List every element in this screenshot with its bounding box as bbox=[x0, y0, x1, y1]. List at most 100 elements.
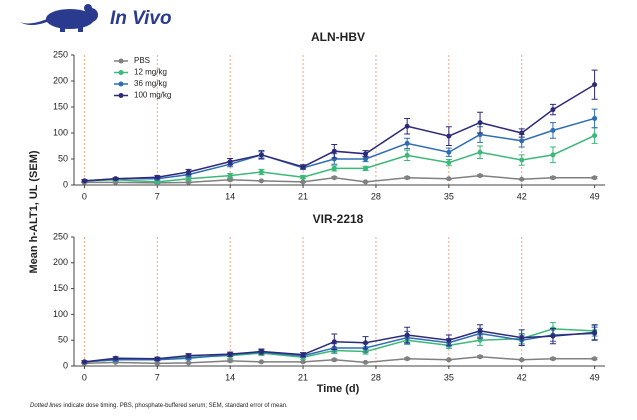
data-point bbox=[186, 360, 192, 366]
x-tick-label: 21 bbox=[298, 191, 308, 201]
data-point bbox=[550, 333, 556, 339]
data-point bbox=[477, 149, 483, 155]
y-tick-label: 100 bbox=[53, 127, 68, 137]
data-point bbox=[81, 178, 87, 184]
data-point bbox=[331, 148, 337, 154]
data-point bbox=[550, 127, 556, 133]
x-tick-label: 28 bbox=[371, 191, 381, 201]
data-point bbox=[446, 357, 452, 363]
data-point bbox=[258, 169, 264, 175]
data-point bbox=[592, 175, 598, 181]
data-point bbox=[592, 356, 598, 362]
series bbox=[81, 324, 598, 365]
data-point bbox=[331, 165, 337, 171]
y-tick-label: 100 bbox=[53, 309, 68, 319]
y-tick-label: 150 bbox=[53, 101, 68, 111]
data-point bbox=[186, 169, 192, 175]
data-point bbox=[81, 359, 87, 365]
data-point bbox=[404, 152, 410, 158]
data-point bbox=[404, 123, 410, 129]
data-point bbox=[227, 351, 233, 357]
data-point bbox=[363, 165, 369, 171]
y-tick-label: 200 bbox=[53, 257, 68, 267]
data-point bbox=[363, 179, 369, 185]
data-point bbox=[363, 156, 369, 162]
data-point bbox=[300, 352, 306, 358]
legend-marker bbox=[118, 81, 124, 87]
data-point bbox=[519, 335, 525, 341]
data-point bbox=[154, 360, 160, 366]
data-point bbox=[592, 115, 598, 121]
data-point bbox=[477, 173, 483, 179]
data-point bbox=[154, 174, 160, 180]
data-point bbox=[331, 357, 337, 363]
data-point bbox=[404, 332, 410, 338]
x-tick-label: 49 bbox=[590, 191, 600, 201]
data-point bbox=[550, 356, 556, 362]
data-point bbox=[331, 339, 337, 345]
x-tick-label: 0 bbox=[82, 372, 87, 382]
y-tick-label: 0 bbox=[63, 360, 68, 370]
x-axis-label: Time (d) bbox=[317, 383, 360, 395]
data-point bbox=[477, 354, 483, 360]
data-point bbox=[363, 359, 369, 365]
y-tick-label: 0 bbox=[63, 179, 68, 189]
data-point bbox=[446, 133, 452, 139]
data-point bbox=[186, 179, 192, 185]
data-point bbox=[550, 107, 556, 113]
series-line bbox=[84, 330, 595, 363]
series bbox=[81, 69, 598, 184]
y-tick-label: 200 bbox=[53, 75, 68, 85]
data-point bbox=[477, 120, 483, 126]
footnote: Dotted lines indicate dose timing. PBS, … bbox=[30, 403, 288, 409]
y-tick-label: 150 bbox=[53, 283, 68, 293]
data-point bbox=[477, 328, 483, 334]
data-point bbox=[186, 353, 192, 359]
data-point bbox=[227, 173, 233, 179]
y-axis-label: Mean h-ALT1, UL (SEM) bbox=[28, 150, 40, 273]
mouse-icon bbox=[20, 4, 98, 32]
x-tick-label: 0 bbox=[82, 191, 87, 201]
y-tick-label: 50 bbox=[58, 335, 68, 345]
data-point bbox=[154, 356, 160, 362]
legend-marker bbox=[118, 93, 124, 98]
data-point bbox=[592, 82, 598, 88]
data-point bbox=[519, 357, 525, 363]
x-tick-label: 42 bbox=[517, 191, 527, 201]
data-point bbox=[258, 178, 264, 184]
legend-label: 12 mg/kg bbox=[134, 68, 167, 77]
data-point bbox=[404, 356, 410, 362]
data-point bbox=[258, 152, 264, 158]
x-tick-label: 14 bbox=[225, 191, 235, 201]
legend-marker bbox=[118, 58, 124, 64]
data-point bbox=[227, 159, 233, 165]
data-point bbox=[227, 177, 233, 183]
data-point bbox=[404, 175, 410, 181]
data-point bbox=[186, 176, 192, 182]
x-tick-label: 49 bbox=[590, 372, 600, 382]
data-point bbox=[404, 140, 410, 146]
panel-title: ALN-HBV bbox=[311, 30, 365, 44]
legend-label: 36 mg/kg bbox=[134, 79, 167, 88]
data-point bbox=[331, 175, 337, 181]
data-point bbox=[446, 149, 452, 155]
x-tick-label: 7 bbox=[155, 372, 160, 382]
data-point bbox=[592, 329, 598, 335]
data-point bbox=[227, 358, 233, 364]
data-point bbox=[113, 176, 119, 182]
data-point bbox=[363, 340, 369, 346]
data-point bbox=[446, 176, 452, 182]
data-point bbox=[258, 359, 264, 365]
y-tick-label: 250 bbox=[53, 231, 68, 241]
page-title: In Vivo bbox=[110, 8, 172, 29]
series bbox=[81, 108, 598, 184]
legend-label: PBS bbox=[134, 56, 150, 65]
x-tick-label: 14 bbox=[225, 372, 235, 382]
data-point bbox=[519, 138, 525, 144]
data-point bbox=[300, 164, 306, 170]
data-point bbox=[446, 337, 452, 343]
y-tick-label: 250 bbox=[53, 49, 68, 59]
footnote-text: indicate dose timing. PBS, phosphate-buf… bbox=[62, 403, 288, 409]
x-tick-label: 21 bbox=[298, 372, 308, 382]
x-tick-label: 7 bbox=[155, 191, 160, 201]
